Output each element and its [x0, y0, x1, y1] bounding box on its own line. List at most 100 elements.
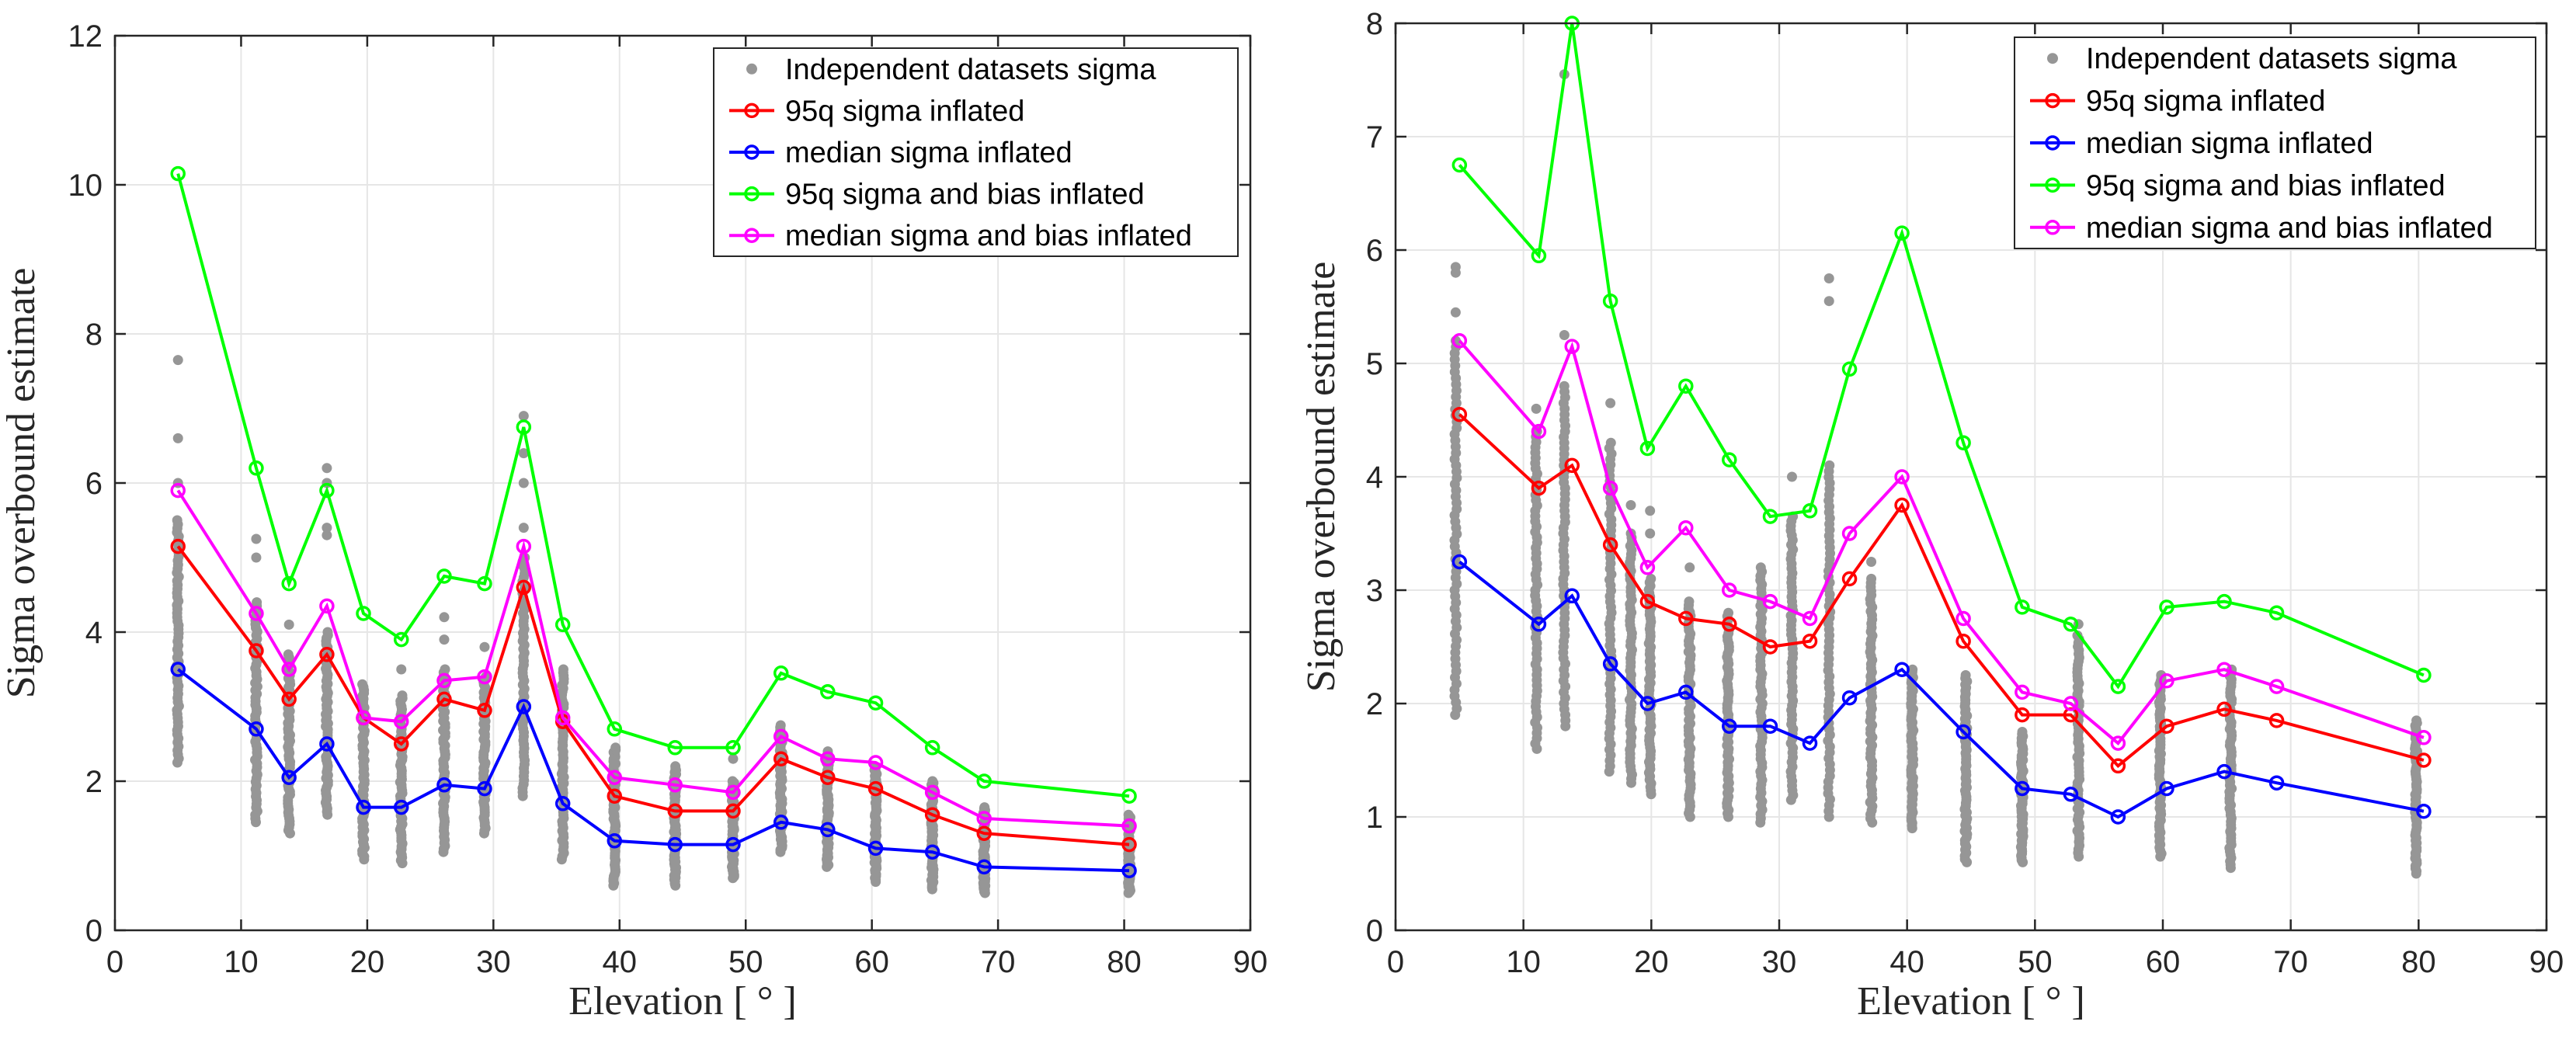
- series-marker: [1841, 526, 1858, 541]
- series-marker: [2416, 803, 2432, 819]
- legend-marker: [2045, 177, 2060, 193]
- series-marker: [1121, 863, 1137, 878]
- series-marker: [667, 803, 683, 819]
- series-marker: [1722, 582, 1737, 598]
- scatter-point: [518, 448, 529, 459]
- series-marker: [1955, 633, 1971, 649]
- series-marker: [281, 575, 297, 592]
- scatter-point: [1684, 596, 1695, 607]
- scatter-point: [558, 664, 568, 675]
- scatter-point: [283, 619, 294, 630]
- series-marker: [477, 575, 492, 592]
- series-marker: [820, 751, 836, 766]
- series-line: [176, 173, 1130, 798]
- series-marker: [516, 699, 532, 714]
- series-marker: [477, 669, 492, 685]
- series-marker: [1841, 361, 1858, 377]
- scatter-point: [2017, 727, 2028, 737]
- x-tick-label: 70: [981, 945, 1016, 979]
- series-marker: [1762, 509, 1778, 524]
- series-marker: [356, 606, 371, 621]
- series-marker: [976, 859, 992, 875]
- scatter-point: [670, 761, 681, 772]
- series-marker: [281, 770, 297, 785]
- x-tick-label: 20: [350, 945, 385, 979]
- series-marker: [281, 662, 297, 677]
- series-marker: [319, 736, 335, 752]
- legend-marker: [744, 144, 760, 160]
- series-marker: [2015, 780, 2030, 797]
- series-marker: [1451, 333, 1468, 349]
- scatter-point: [322, 627, 333, 638]
- series-marker: [1678, 610, 1694, 627]
- series-marker: [1639, 593, 1656, 610]
- scatter-point: [1755, 562, 1766, 573]
- scatter-point: [1823, 273, 1834, 283]
- series-marker: [820, 770, 836, 785]
- scatter-point: [1866, 573, 1877, 584]
- series-marker: [477, 780, 492, 797]
- y-tick-label: 3: [1366, 574, 1383, 608]
- series-marker: [1451, 157, 1468, 173]
- series-marker: [1841, 571, 1858, 587]
- series-marker: [516, 419, 532, 435]
- series-marker: [667, 740, 683, 756]
- series-marker: [319, 482, 335, 499]
- series-marker: [393, 714, 409, 729]
- series-marker: [2110, 735, 2126, 751]
- series-marker: [1722, 617, 1737, 632]
- series-marker: [2110, 758, 2126, 774]
- series-marker: [607, 770, 623, 785]
- series-marker: [2015, 684, 2030, 700]
- scatter-point: [1645, 528, 1656, 539]
- series-marker: [607, 788, 623, 804]
- series-marker: [1841, 690, 1858, 706]
- x-tick-label: 10: [1506, 945, 1541, 979]
- series-line: [1458, 413, 2425, 769]
- series-marker: [319, 598, 335, 614]
- scatter-point: [397, 690, 408, 701]
- scatter-point: [479, 641, 490, 652]
- legend-label: median sigma and bias inflated: [2086, 212, 2493, 245]
- series-line: [177, 668, 1130, 873]
- series-marker: [867, 840, 884, 857]
- scatter-point: [1450, 307, 1461, 318]
- scatter-point: [1625, 500, 1636, 510]
- series-marker: [2159, 780, 2174, 797]
- series-marker: [976, 811, 992, 826]
- series-marker: [1639, 440, 1656, 457]
- series-median-sigma-inflated: [1451, 554, 2432, 825]
- scatter-point: [440, 664, 450, 675]
- series-marker: [281, 691, 297, 707]
- scatter-point: [1559, 330, 1570, 340]
- legend-marker: [744, 103, 760, 119]
- series-marker: [867, 755, 884, 770]
- scatter-point: [1866, 557, 1877, 567]
- scatter-point: [1723, 607, 1734, 618]
- series-line: [1458, 23, 2425, 690]
- scatter-point: [927, 776, 938, 787]
- series-marker: [725, 803, 741, 819]
- scatter-point: [251, 533, 262, 544]
- legend-marker: [2045, 220, 2060, 235]
- legend-box: [2014, 36, 2536, 249]
- series-marker: [516, 579, 532, 596]
- scatter-point: [1960, 670, 1971, 680]
- scatter-point: [322, 523, 332, 533]
- y-tick-label: 8: [85, 318, 103, 352]
- series-marker: [2063, 696, 2079, 711]
- scatter-point: [1823, 296, 1834, 307]
- series-median-sigma-and-bias-inflated: [1451, 333, 2432, 751]
- legend-label: median sigma inflated: [2086, 127, 2373, 160]
- scatter-point: [518, 411, 529, 422]
- series-marker: [2416, 667, 2432, 683]
- series-95q-sigma-inflated: [1451, 406, 2432, 774]
- scatter-point: [2411, 715, 2422, 726]
- series-marker: [773, 751, 789, 766]
- series-marker: [820, 822, 836, 838]
- series-marker: [2216, 701, 2232, 718]
- series-marker: [667, 836, 683, 853]
- y-tick-label: 5: [1366, 347, 1383, 381]
- legend-marker: [746, 63, 757, 75]
